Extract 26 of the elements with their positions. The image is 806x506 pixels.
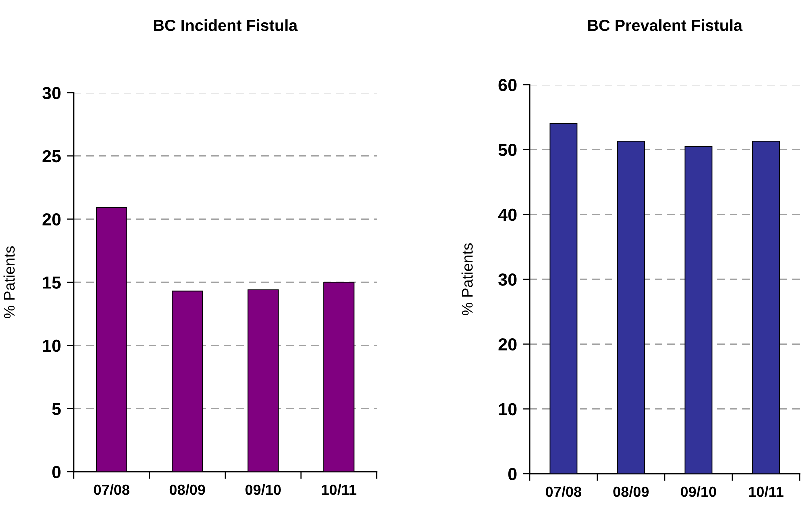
y-tick-label: 50: [498, 144, 517, 156]
y-axis-title: % Patients: [4, 246, 15, 318]
x-tick-label: 10/11: [322, 484, 357, 496]
x-tick-label: 10/11: [749, 486, 784, 498]
y-tick-label: 15: [43, 276, 62, 289]
y-tick-label: 10: [43, 340, 61, 352]
x-tick-label: 07/08: [94, 484, 130, 496]
y-tick-label: 30: [498, 274, 517, 286]
y-tick-label: 30: [42, 87, 61, 100]
y-tick-label: 60: [498, 79, 517, 92]
x-tick-label: 08/09: [614, 486, 649, 498]
y-tick-label: 0: [508, 468, 517, 480]
y-tick-label: 10: [499, 403, 517, 416]
x-tick-label: 09/10: [246, 484, 282, 496]
y-tick-label: 0: [52, 466, 61, 478]
y-axis-title: % Patients: [462, 244, 473, 316]
y-tick-label: 20: [498, 338, 517, 351]
y-tick-label: 40: [498, 208, 517, 222]
chart-title: BC Prevalent Fistula: [588, 20, 743, 32]
x-tick-label: 09/10: [681, 486, 716, 498]
y-tick-label: 25: [42, 150, 62, 163]
chart-title: BC Incident Fistula: [154, 20, 298, 32]
x-tick-label: 08/09: [170, 484, 206, 496]
y-tick-label: 5: [52, 403, 62, 416]
y-tick-label: 20: [42, 214, 61, 226]
x-tick-label: 07/08: [546, 486, 582, 498]
